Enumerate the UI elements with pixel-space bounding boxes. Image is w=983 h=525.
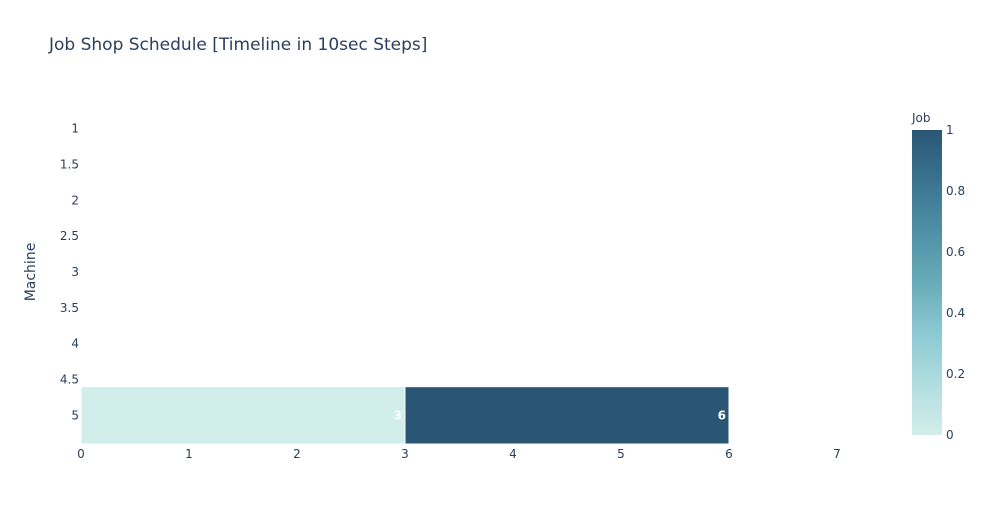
y-tick-label: 4 (71, 337, 79, 351)
y-axis: 1 1.5 2 2.5 3 3.5 4 4.5 5 (60, 122, 79, 423)
bar-label: 6 (718, 408, 726, 422)
colorbar-tick-label: 0 (946, 428, 954, 442)
x-tick-label: 4 (509, 447, 517, 461)
y-tick-label: 4.5 (60, 373, 79, 387)
x-tick-label: 0 (77, 447, 85, 461)
chart-title: Job Shop Schedule [Timeline in 10sec Ste… (48, 35, 427, 55)
y-tick-label: 3 (71, 265, 79, 279)
colorbar: Job 0 0.2 0.4 0.6 0.8 1 (911, 111, 965, 442)
colorbar-tick-label: 0.8 (946, 184, 965, 198)
colorbar-tick-label: 1 (946, 123, 954, 137)
colorbar-title: Job (911, 111, 931, 125)
bar-label: 3 (394, 408, 402, 422)
schedule-bar (80, 386, 406, 445)
colorbar-gradient (912, 130, 942, 435)
x-tick-label: 7 (833, 447, 841, 461)
schedule-bar (404, 386, 730, 445)
x-tick-label: 2 (293, 447, 301, 461)
x-tick-label: 3 (401, 447, 409, 461)
colorbar-tick-label: 0.6 (946, 245, 965, 259)
x-tick-label: 6 (725, 447, 733, 461)
colorbar-tick-label: 0.4 (946, 306, 965, 320)
y-tick-label: 5 (71, 408, 79, 422)
y-tick-label: 1 (71, 122, 79, 136)
x-tick-label: 1 (185, 447, 193, 461)
y-axis-title: Machine (23, 243, 39, 302)
colorbar-tick-label: 0.2 (946, 367, 965, 381)
y-tick-label: 2 (71, 193, 79, 207)
y-tick-label: 3.5 (60, 301, 79, 315)
y-tick-label: 2.5 (60, 229, 79, 243)
x-tick-label: 5 (617, 447, 625, 461)
x-axis: 0 1 2 3 4 5 6 7 (77, 447, 841, 461)
y-tick-label: 1.5 (60, 158, 79, 172)
